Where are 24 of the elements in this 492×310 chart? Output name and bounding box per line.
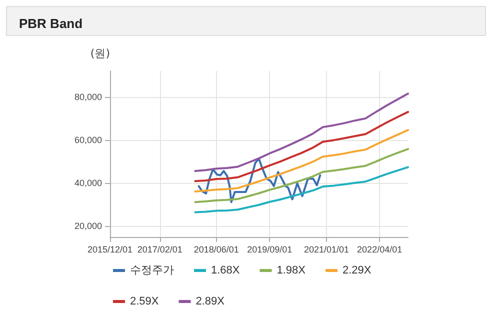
chart-title: PBR Band [19, 16, 83, 31]
x-tick-label: 2018/06/01 [194, 244, 239, 254]
line-series [194, 166, 409, 214]
y-tick-label: 20,000 [74, 221, 102, 232]
x-tick-label: 2015/12/01 [87, 244, 133, 254]
legend-label: 1.98X [276, 264, 306, 276]
x-tick-label: 2019/09/01 [247, 244, 292, 254]
y-axis-title: (원) [90, 47, 110, 60]
legend-label: 1.68X [211, 264, 240, 276]
x-tick-label: 2022/04/01 [357, 244, 402, 254]
x-tick-label: 2017/02/01 [137, 244, 182, 254]
y-tick-label: 40,000 [74, 178, 102, 188]
line-series [194, 110, 409, 182]
line-series [194, 148, 409, 204]
line-series [194, 92, 409, 172]
legend-label: 수정주가 [130, 264, 174, 276]
x-tick-label: 2021/01/01 [304, 244, 350, 254]
legend-label: 2.59X [130, 296, 160, 308]
line-series [194, 129, 409, 193]
line-series [198, 158, 322, 204]
y-tick-label: 60,000 [74, 134, 102, 145]
legend-label: 2.29X [342, 264, 372, 276]
legend-label: 2.89X [196, 296, 226, 308]
y-tick-label: 80,000 [74, 92, 102, 102]
